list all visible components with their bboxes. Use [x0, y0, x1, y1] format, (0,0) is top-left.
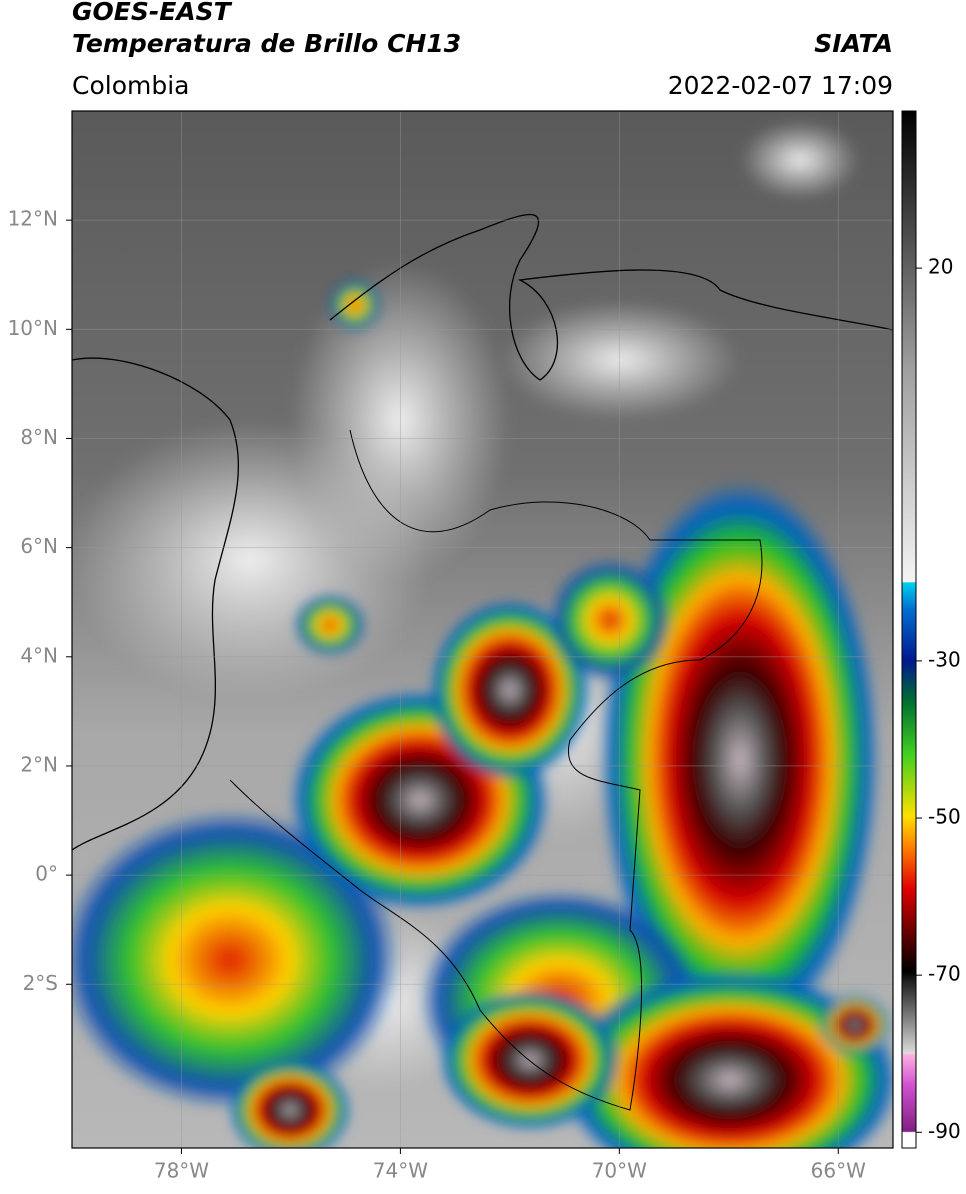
lat-label: 2°S — [23, 971, 58, 995]
map-frame — [71, 110, 894, 1149]
datetime: 2022-02-07 17:09 — [668, 71, 893, 100]
lat-label: 10°N — [8, 316, 58, 340]
colorbar-label: -30 — [928, 647, 961, 671]
lon-label: 70°W — [592, 1159, 647, 1183]
lon-label: 78°W — [154, 1159, 209, 1183]
lon-label: 66°W — [811, 1159, 866, 1183]
colorbar — [901, 110, 917, 1149]
coastline — [72, 213, 893, 851]
colorbar-label: -70 — [928, 962, 961, 986]
colorbar-label: -50 — [928, 805, 961, 829]
lat-label: 6°N — [20, 534, 58, 558]
lat-label: 8°N — [20, 425, 58, 449]
lat-label: 12°N — [8, 207, 58, 231]
lon-label: 74°W — [373, 1159, 428, 1183]
lat-label: 4°N — [20, 643, 58, 667]
lat-label: 0° — [35, 862, 58, 886]
region: Colombia — [72, 71, 189, 100]
lat-label: 2°N — [20, 752, 58, 776]
colorbar-label: 20 — [928, 255, 953, 279]
borders — [229, 429, 763, 1111]
satellite-image — [72, 111, 893, 1148]
colorbar-label: -90 — [928, 1119, 961, 1143]
product-title: Temperatura de Brillo CH13 — [72, 29, 461, 58]
graticule — [72, 111, 893, 1148]
convection — [72, 280, 893, 1148]
source: SIATA — [814, 29, 893, 58]
satellite-title: GOES-EAST — [72, 0, 233, 26]
